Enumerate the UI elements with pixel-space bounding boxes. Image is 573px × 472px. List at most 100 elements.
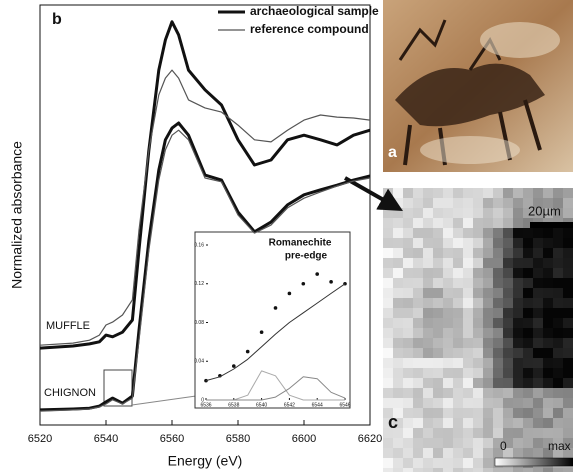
map-pixel xyxy=(463,238,474,249)
map-pixel xyxy=(563,258,573,269)
map-pixel xyxy=(463,288,474,299)
map-pixel xyxy=(463,218,474,229)
data-point xyxy=(315,272,320,276)
map-pixel xyxy=(563,358,573,369)
map-pixel xyxy=(563,378,573,389)
map-pixel xyxy=(423,438,434,449)
map-pixel xyxy=(543,448,554,459)
map-pixel xyxy=(533,448,544,459)
map-pixel xyxy=(473,248,484,259)
map-pixel xyxy=(433,208,444,219)
map-pixel xyxy=(423,278,434,289)
map-pixel xyxy=(443,418,454,429)
map-pixel xyxy=(543,308,554,319)
map-pixel xyxy=(513,228,524,239)
map-pixel xyxy=(413,268,424,279)
map-pixel xyxy=(463,248,474,259)
map-pixel xyxy=(523,308,534,319)
x-tick-label: 6560 xyxy=(160,433,184,445)
legend-label: reference compound xyxy=(250,22,369,36)
map-pixel xyxy=(553,298,564,309)
map-pixel xyxy=(513,278,524,289)
map-pixel xyxy=(493,408,504,419)
map-pixel xyxy=(563,278,573,289)
map-pixel xyxy=(413,328,424,339)
map-pixel xyxy=(383,228,394,239)
map-pixel xyxy=(493,318,504,329)
map-pixel xyxy=(473,368,484,379)
map-pixel xyxy=(433,218,444,229)
map-pixel xyxy=(453,358,464,369)
scale-bar-label: 20µm xyxy=(528,203,561,218)
map-pixel xyxy=(533,408,544,419)
map-pixel xyxy=(553,248,564,259)
map-pixel xyxy=(403,418,414,429)
map-pixel xyxy=(523,198,534,209)
map-pixel xyxy=(513,208,524,219)
spectrum-line xyxy=(205,283,346,382)
map-pixel xyxy=(473,328,484,339)
map-pixel xyxy=(493,378,504,389)
map-pixel xyxy=(503,368,514,379)
map-pixel xyxy=(463,438,474,449)
map-pixel xyxy=(513,338,524,349)
map-pixel xyxy=(533,318,544,329)
map-pixel xyxy=(523,288,534,299)
map-pixel xyxy=(433,258,444,269)
map-pixel xyxy=(563,208,573,219)
map-pixel xyxy=(503,198,514,209)
map-pixel xyxy=(473,348,484,359)
map-pixel xyxy=(533,308,544,319)
map-pixel xyxy=(513,238,524,249)
map-pixel xyxy=(513,268,524,279)
map-pixel xyxy=(543,198,554,209)
map-pixel xyxy=(543,208,554,219)
map-pixel xyxy=(543,228,554,239)
map-pixel xyxy=(563,288,573,299)
map-pixel xyxy=(513,308,524,319)
map-pixel xyxy=(483,458,494,469)
map-pixel xyxy=(483,208,494,219)
map-pixel xyxy=(523,278,534,289)
map-pixel xyxy=(423,188,434,199)
map-pixel xyxy=(513,288,524,299)
map-pixel xyxy=(443,218,454,229)
map-pixel xyxy=(423,448,434,459)
map-pixel xyxy=(533,388,544,399)
data-point xyxy=(329,280,333,284)
map-pixel xyxy=(403,278,414,289)
map-pixel xyxy=(423,398,434,409)
map-pixel xyxy=(463,388,474,399)
x-tick-label: 6540 xyxy=(256,402,267,408)
map-pixel xyxy=(443,398,454,409)
map-pixel xyxy=(543,188,554,199)
map-pixel xyxy=(503,358,514,369)
map-pixel xyxy=(383,318,394,329)
map-pixel xyxy=(433,368,444,379)
map-pixel xyxy=(503,388,514,399)
map-pixel xyxy=(403,268,414,279)
y-tick-label: 0.16 xyxy=(194,242,204,248)
map-pixel xyxy=(463,188,474,199)
x-tick-label: 6540 xyxy=(94,433,118,445)
map-pixel xyxy=(403,248,414,259)
map-pixel xyxy=(543,468,554,472)
colorbar-min: 0 xyxy=(500,439,507,453)
map-pixel xyxy=(533,188,544,199)
map-pixel xyxy=(543,418,554,429)
map-pixel xyxy=(443,288,454,299)
map-pixel xyxy=(523,338,534,349)
map-pixel xyxy=(393,328,404,339)
map-pixel xyxy=(383,238,394,249)
map-pixel xyxy=(523,258,534,269)
map-pixel xyxy=(523,318,534,329)
x-tick-label: 6520 xyxy=(28,433,52,445)
map-pixel xyxy=(393,368,404,379)
map-pixel xyxy=(483,438,494,449)
map-pixel xyxy=(493,368,504,379)
map-pixel xyxy=(453,388,464,399)
x-tick-label: 6620 xyxy=(358,433,382,445)
map-pixel xyxy=(483,198,494,209)
map-pixel xyxy=(413,238,424,249)
map-pixel xyxy=(463,308,474,319)
